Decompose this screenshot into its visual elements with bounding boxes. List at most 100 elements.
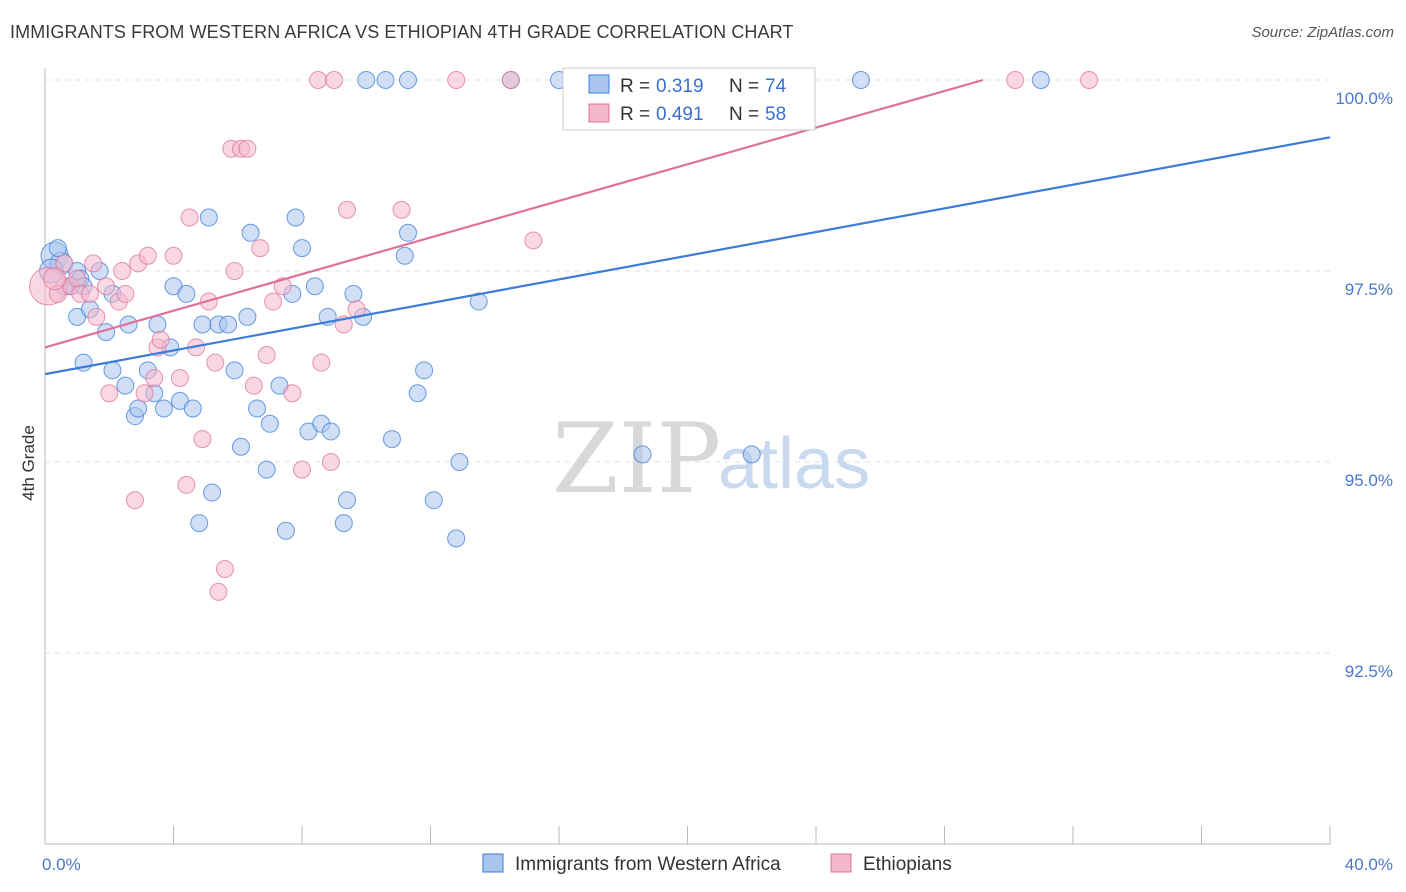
- point-western-africa: [399, 223, 418, 242]
- point-western-africa: [260, 414, 279, 433]
- point-western-africa: [344, 284, 363, 303]
- point-ethiopians: [177, 475, 196, 494]
- point-western-africa: [424, 491, 443, 510]
- point-western-africa: [321, 422, 340, 441]
- point-ethiopians: [264, 292, 283, 311]
- stats-legend-swatch-blue: [588, 74, 610, 94]
- trend-lines: [44, 78, 1331, 376]
- point-ethiopians: [244, 376, 263, 395]
- point-ethiopians: [447, 71, 466, 89]
- point-ethiopians: [100, 384, 119, 403]
- point-western-africa: [219, 315, 238, 334]
- point-ethiopians: [145, 368, 164, 387]
- point-western-africa: [447, 529, 466, 548]
- point-western-africa: [193, 315, 212, 334]
- legend-swatch-ethiopians: [830, 853, 852, 873]
- point-ethiopians: [55, 254, 74, 273]
- point-western-africa: [469, 292, 488, 311]
- point-ethiopians: [293, 460, 311, 479]
- point-ethiopians: [283, 384, 302, 403]
- point-ethiopians: [68, 269, 87, 288]
- point-western-africa: [376, 71, 395, 89]
- point-western-africa: [231, 437, 250, 456]
- point-western-africa: [742, 445, 761, 464]
- y-tick-label: 97.5%: [1345, 280, 1393, 299]
- point-western-africa: [183, 399, 202, 418]
- point-western-africa: [116, 376, 135, 395]
- point-ethiopians: [151, 330, 170, 349]
- point-western-africa: [199, 208, 218, 227]
- stats-legend: R = 0.319 N = 74 R = 0.491 N = 58: [562, 67, 816, 131]
- point-western-africa: [203, 483, 222, 502]
- point-ethiopians: [238, 139, 257, 158]
- point-ethiopians: [87, 307, 106, 326]
- x-axis-ticks: [44, 826, 1331, 844]
- trend-line-western-africa: [44, 136, 1331, 376]
- point-ethiopians: [1006, 71, 1025, 89]
- point-ethiopians: [180, 208, 199, 227]
- x-tick-label-min: 0.0%: [42, 855, 81, 874]
- point-western-africa: [154, 399, 173, 418]
- point-western-africa: [305, 277, 324, 296]
- point-ethiopians: [321, 453, 340, 471]
- point-western-africa: [276, 521, 295, 540]
- point-western-africa: [190, 514, 209, 533]
- point-western-africa: [241, 223, 260, 242]
- stats-legend-n-value-2: 58: [765, 104, 786, 125]
- point-ethiopians: [206, 353, 225, 372]
- point-western-africa: [225, 361, 244, 380]
- point-ethiopians: [325, 71, 344, 89]
- gridlines: [45, 79, 1330, 654]
- point-ethiopians: [524, 231, 543, 250]
- point-ethiopians: [501, 71, 520, 89]
- stats-legend-n-label-1: N =: [729, 76, 759, 97]
- point-western-africa: [382, 430, 401, 449]
- point-ethiopians: [309, 71, 328, 89]
- point-ethiopians: [225, 262, 244, 280]
- legend-swatch-western-africa: [482, 853, 504, 873]
- point-ethiopians: [392, 200, 411, 219]
- point-western-africa: [257, 460, 276, 479]
- point-western-africa: [633, 445, 652, 464]
- point-ethiopians: [43, 267, 67, 291]
- point-western-africa: [415, 361, 434, 380]
- source-label: Source: ZipAtlas.com: [1251, 24, 1394, 41]
- y-tick-label: 95.0%: [1345, 471, 1393, 490]
- point-western-africa: [408, 384, 427, 403]
- point-western-africa: [48, 239, 67, 258]
- point-western-africa: [334, 514, 353, 533]
- point-western-africa: [286, 208, 305, 227]
- point-western-africa: [293, 239, 311, 258]
- point-ethiopians: [97, 277, 116, 296]
- point-ethiopians: [209, 582, 228, 601]
- x-tick-label-max: 40.0%: [1345, 855, 1393, 874]
- point-western-africa: [238, 307, 257, 326]
- point-ethiopians: [215, 559, 234, 578]
- legend-label-ethiopians: Ethiopians: [863, 854, 952, 875]
- point-ethiopians: [80, 284, 99, 303]
- trend-line-ethiopians: [44, 78, 984, 349]
- stats-legend-r-value-1: 0.319: [656, 76, 704, 97]
- stats-legend-r-label-1: R =: [620, 76, 650, 97]
- point-ethiopians: [138, 246, 157, 265]
- point-western-africa: [248, 399, 267, 418]
- series-legend: Immigrants from Western Africa Ethiopian…: [482, 853, 952, 875]
- point-western-africa: [851, 71, 870, 89]
- point-ethiopians: [193, 430, 212, 449]
- point-ethiopians: [257, 346, 276, 365]
- point-western-africa: [103, 361, 122, 380]
- y-tick-labels: 92.5% 95.0% 97.5% 100.0%: [1335, 89, 1393, 681]
- point-western-africa: [1031, 71, 1050, 89]
- point-ethiopians: [164, 246, 183, 265]
- point-ethiopians: [116, 284, 135, 303]
- point-western-africa: [129, 399, 148, 418]
- point-ethiopians: [113, 262, 132, 280]
- chart-title: IMMIGRANTS FROM WESTERN AFRICA VS ETHIOP…: [10, 22, 794, 42]
- point-ethiopians: [170, 368, 189, 387]
- point-ethiopians: [125, 491, 144, 510]
- watermark-atlas: atlas: [718, 424, 870, 504]
- point-ethiopians: [312, 353, 331, 372]
- point-ethiopians: [337, 200, 356, 219]
- point-western-africa: [450, 453, 469, 471]
- point-western-africa: [337, 491, 356, 510]
